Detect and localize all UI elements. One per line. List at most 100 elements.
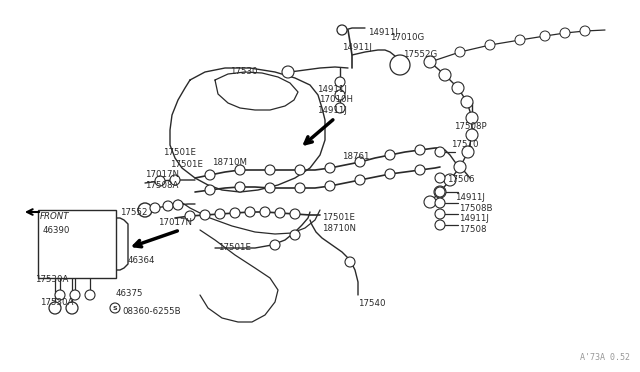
Circle shape <box>424 56 436 68</box>
Text: 18710N: 18710N <box>322 224 356 233</box>
Text: 46364: 46364 <box>128 256 156 265</box>
Circle shape <box>295 165 305 175</box>
Circle shape <box>444 174 456 186</box>
Text: 17530A: 17530A <box>35 275 68 284</box>
Circle shape <box>205 185 215 195</box>
Circle shape <box>355 157 365 167</box>
Circle shape <box>485 40 495 50</box>
Circle shape <box>260 207 270 217</box>
Circle shape <box>170 175 180 185</box>
Circle shape <box>205 170 215 180</box>
Text: FRONT: FRONT <box>40 212 70 221</box>
Circle shape <box>49 302 61 314</box>
Circle shape <box>138 203 152 217</box>
Circle shape <box>173 200 183 210</box>
Circle shape <box>235 182 245 192</box>
Text: 17510: 17510 <box>451 140 479 149</box>
Circle shape <box>282 66 294 78</box>
Circle shape <box>462 146 474 158</box>
Circle shape <box>335 103 345 113</box>
Circle shape <box>55 290 65 300</box>
Circle shape <box>385 150 395 160</box>
Circle shape <box>185 211 195 221</box>
Circle shape <box>337 25 347 35</box>
Circle shape <box>455 47 465 57</box>
Circle shape <box>110 303 120 313</box>
Circle shape <box>265 183 275 193</box>
Circle shape <box>560 28 570 38</box>
Circle shape <box>435 220 445 230</box>
Circle shape <box>270 240 280 250</box>
Circle shape <box>163 201 173 211</box>
Circle shape <box>415 165 425 175</box>
Text: 17508P: 17508P <box>454 122 486 131</box>
Circle shape <box>515 35 525 45</box>
Circle shape <box>466 129 478 141</box>
Circle shape <box>415 145 425 155</box>
Circle shape <box>435 187 445 197</box>
Circle shape <box>70 290 80 300</box>
Text: 17508A: 17508A <box>145 181 179 190</box>
Circle shape <box>466 112 478 124</box>
Text: 17508B: 17508B <box>459 204 493 213</box>
Circle shape <box>335 90 345 100</box>
Circle shape <box>452 82 464 94</box>
Text: 17552: 17552 <box>120 208 147 217</box>
Circle shape <box>265 165 275 175</box>
Circle shape <box>335 77 345 87</box>
Text: 17010G: 17010G <box>390 33 424 42</box>
Text: A'73A 0.52: A'73A 0.52 <box>580 353 630 362</box>
Circle shape <box>355 175 365 185</box>
Circle shape <box>580 26 590 36</box>
Text: 17501E: 17501E <box>163 148 196 157</box>
Circle shape <box>200 210 210 220</box>
Circle shape <box>390 55 410 75</box>
Circle shape <box>435 147 445 157</box>
Circle shape <box>290 209 300 219</box>
Text: 08360-6255B: 08360-6255B <box>122 307 180 316</box>
Circle shape <box>155 176 165 186</box>
Circle shape <box>235 165 245 175</box>
Text: 17540: 17540 <box>358 299 385 308</box>
Text: 17501E: 17501E <box>322 213 355 222</box>
Text: 14911J: 14911J <box>455 193 485 202</box>
Circle shape <box>540 31 550 41</box>
Circle shape <box>66 302 78 314</box>
Text: S: S <box>113 305 117 311</box>
Circle shape <box>230 208 240 218</box>
Circle shape <box>245 207 255 217</box>
Circle shape <box>85 290 95 300</box>
Text: 17508: 17508 <box>459 225 486 234</box>
Text: 17506: 17506 <box>447 175 474 184</box>
Circle shape <box>325 163 335 173</box>
Circle shape <box>434 186 446 198</box>
Circle shape <box>461 96 473 108</box>
Text: 17501E: 17501E <box>218 243 251 252</box>
Circle shape <box>435 173 445 183</box>
Circle shape <box>435 198 445 208</box>
Text: 18710M: 18710M <box>212 158 247 167</box>
Circle shape <box>439 69 451 81</box>
FancyBboxPatch shape <box>38 210 116 278</box>
Text: 46390: 46390 <box>43 226 70 235</box>
Circle shape <box>215 209 225 219</box>
Text: 17017N: 17017N <box>158 218 192 227</box>
Circle shape <box>424 196 436 208</box>
Circle shape <box>295 183 305 193</box>
Text: 17552G: 17552G <box>403 50 437 59</box>
Circle shape <box>345 257 355 267</box>
Text: 46375: 46375 <box>116 289 143 298</box>
Circle shape <box>150 203 160 213</box>
Circle shape <box>435 209 445 219</box>
Text: 14911J: 14911J <box>459 214 489 223</box>
Text: 17530A: 17530A <box>40 298 74 307</box>
Circle shape <box>385 169 395 179</box>
Text: 14911J: 14911J <box>368 28 398 37</box>
Text: 14911J: 14911J <box>342 43 372 52</box>
Text: 17501E: 17501E <box>170 160 203 169</box>
Text: 14911J: 14911J <box>317 85 347 94</box>
Circle shape <box>290 230 300 240</box>
Text: 17010H: 17010H <box>319 95 353 104</box>
Circle shape <box>454 161 466 173</box>
Text: 17017N: 17017N <box>145 170 179 179</box>
